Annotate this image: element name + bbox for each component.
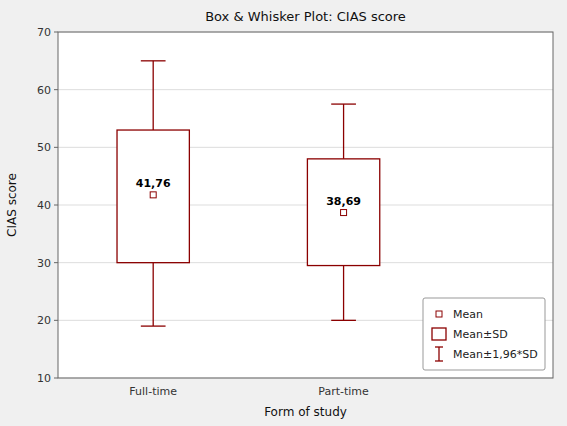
x-tick-label: Part-time (318, 385, 369, 398)
x-tick-label: Full-time (129, 385, 177, 398)
mean-marker (150, 192, 156, 198)
legend-box (423, 298, 545, 370)
whisker-upper (153, 61, 154, 130)
whisker-upper (343, 104, 344, 159)
legend-label: Mean±SD (453, 328, 508, 341)
marks (117, 61, 380, 326)
y-tick (54, 320, 58, 321)
y-tick-label: 40 (37, 199, 51, 212)
grid-line (58, 89, 553, 90)
mean-label: 38,69 (326, 195, 361, 208)
cap-upper (141, 60, 166, 61)
y-tick (54, 378, 58, 379)
title: Box & Whisker Plot: CIAS score (205, 9, 406, 24)
y-tick (54, 89, 58, 90)
cap-lower (141, 325, 166, 326)
legend-whisker-symbol (438, 347, 439, 361)
box (117, 130, 189, 263)
y-tick-label: 70 (37, 26, 51, 39)
y-tick (54, 205, 58, 206)
chart: 10 20 30 40 50 60 70 41,76 38,69 Full-time Part-ti… (0, 0, 567, 426)
y-axis-label: CIAS score (5, 173, 19, 237)
background (0, 0, 567, 426)
legend: Mean Mean±SD Mean±1,96*SD (423, 298, 545, 370)
x-axis-label: Form of study (264, 405, 347, 419)
legend-box-symbol (432, 328, 446, 340)
legend-label: Mean (453, 308, 483, 321)
legend-cap-symbol (435, 360, 443, 361)
mean-label: 41,76 (136, 177, 171, 190)
grid (58, 32, 553, 378)
whisker-lower (343, 266, 344, 321)
cap-upper (331, 103, 356, 104)
y-tick-label: 50 (37, 141, 51, 154)
y-tick (54, 147, 58, 148)
legend-cap-symbol (435, 346, 443, 347)
whisker-lower (153, 263, 154, 326)
y-tick-label: 20 (37, 314, 51, 327)
y-tick-label: 60 (37, 84, 51, 97)
legend-mean-symbol (436, 311, 442, 317)
box (307, 159, 379, 266)
y-tick (54, 32, 58, 33)
frame (58, 32, 553, 378)
y-tick-label: 10 (37, 372, 51, 385)
plot-area (58, 32, 553, 378)
y-tick-label: 30 (37, 257, 51, 270)
mean-marker (341, 210, 347, 216)
legend-label: Mean±1,96*SD (453, 348, 538, 361)
y-tick (54, 262, 58, 263)
cap-lower (331, 320, 356, 321)
